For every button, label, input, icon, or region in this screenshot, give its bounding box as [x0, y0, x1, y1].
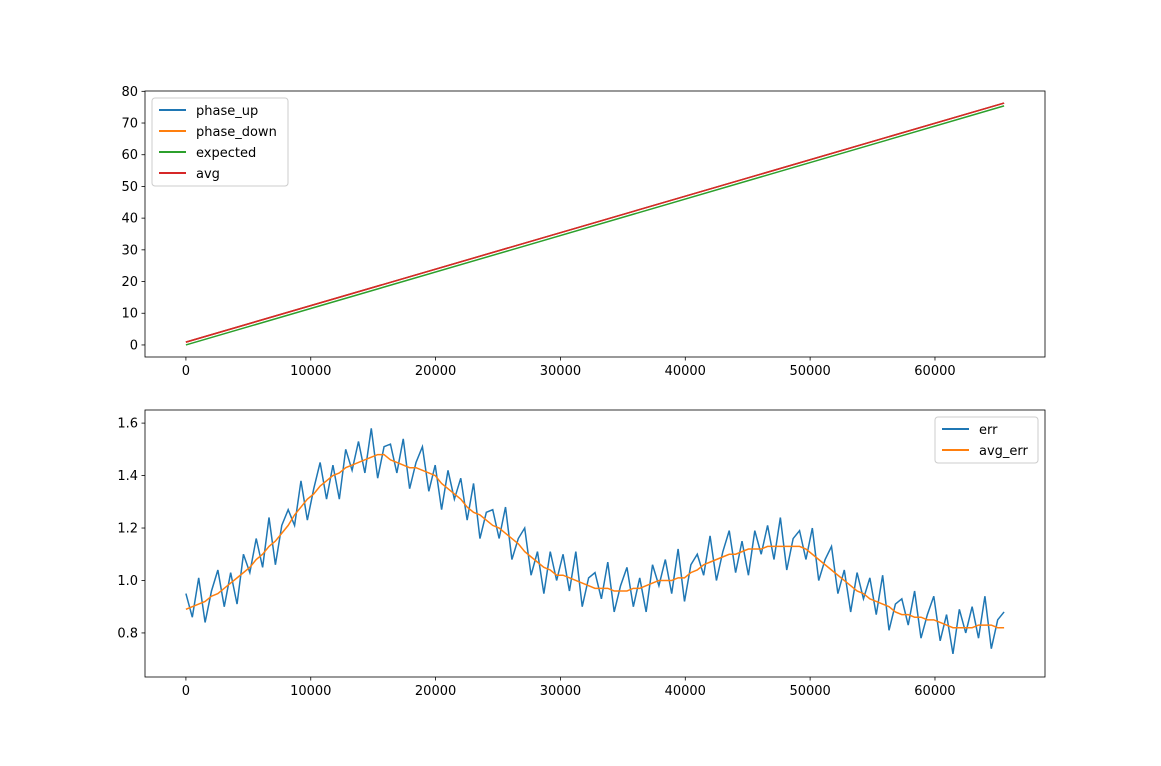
x-tick-label: 40000	[665, 364, 706, 379]
x-tick-label: 60000	[914, 364, 955, 379]
y-tick-label: 1.0	[117, 574, 138, 589]
y-tick-label: 10	[121, 307, 138, 322]
subplot-2: 0 10000 20000 30000 40000 50000 60000 0.8 1.0 1.2…	[117, 409, 1046, 699]
y-tick-label: 50	[121, 180, 138, 195]
x-tick-label: 30000	[540, 684, 581, 699]
y-tick-label: 1.6	[117, 417, 138, 432]
y-tick-label: 80	[121, 85, 138, 100]
y-tick-label: 0	[130, 338, 138, 353]
x-tick-label: 10000	[290, 364, 331, 379]
series-line-expected	[185, 105, 1005, 346]
legend-label-err: err	[979, 423, 998, 438]
legend: phase_up phase_down expected avg	[151, 97, 289, 187]
legend-box	[151, 97, 289, 187]
y-tick-label: 1.4	[117, 469, 138, 484]
legend-label-phase_up: phase_up	[196, 104, 258, 119]
series-line-avg	[185, 102, 1005, 343]
x-tick-label: 10000	[290, 684, 331, 699]
y-tick-label: 0.8	[117, 626, 138, 641]
x-tick-label: 20000	[415, 684, 456, 699]
x-tick-label: 60000	[914, 684, 955, 699]
series-line-err	[185, 428, 1005, 655]
legend-label-phase_down: phase_down	[196, 125, 277, 140]
legend-label-avg_err: avg_err	[979, 444, 1029, 459]
y-tick-label: 30	[121, 243, 138, 258]
axes-frame	[144, 90, 1046, 358]
x-tick-label: 0	[182, 684, 190, 699]
x-tick-label: 0	[182, 364, 190, 379]
y-tick-label: 20	[121, 275, 138, 290]
y-tick-label: 60	[121, 148, 138, 163]
y-tick-label: 40	[121, 212, 138, 227]
x-tick-label: 50000	[789, 364, 830, 379]
series-line-avg_err	[185, 453, 1005, 629]
x-tick-label: 30000	[540, 364, 581, 379]
x-tick-label: 20000	[415, 364, 456, 379]
y-tick-label: 70	[121, 117, 138, 132]
subplot-1: 0 10000 20000 30000 40000 50000 60000 0 10 20 30 40…	[121, 85, 1046, 379]
y-tick-label: 1.2	[117, 522, 138, 537]
legend-label-expected: expected	[196, 146, 256, 161]
x-tick-label: 40000	[665, 684, 706, 699]
axes-frame	[144, 409, 1046, 678]
legend: err avg_err	[934, 416, 1039, 464]
legend-label-avg: avg	[196, 167, 220, 182]
x-tick-label: 50000	[789, 684, 830, 699]
